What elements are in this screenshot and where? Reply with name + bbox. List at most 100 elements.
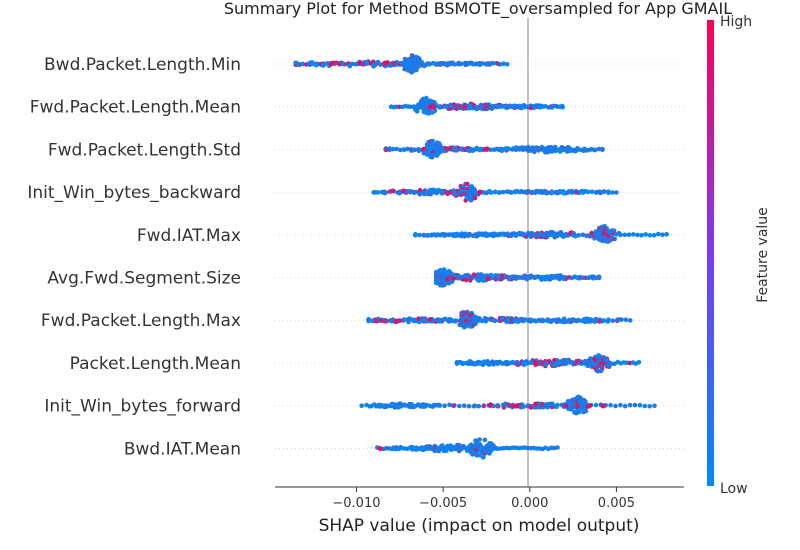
shap-point xyxy=(460,444,466,450)
shap-point xyxy=(610,190,615,195)
shap-point xyxy=(581,407,586,413)
shap-point xyxy=(387,146,392,151)
feature-label: Packet.Length.Mean xyxy=(70,354,241,374)
shap-point xyxy=(528,231,533,237)
shap-point xyxy=(628,318,633,323)
shap-point xyxy=(457,322,463,328)
shap-point xyxy=(467,359,472,364)
shap-point xyxy=(421,319,426,324)
shap-point xyxy=(375,60,380,66)
shap-point xyxy=(538,189,543,194)
shap-point xyxy=(517,145,522,151)
shap-point xyxy=(566,398,571,404)
shap-point xyxy=(519,275,524,280)
shap-point xyxy=(496,274,501,280)
shap-point xyxy=(485,359,490,364)
feature-label: Fwd.Packet.Length.Std xyxy=(48,140,241,160)
shap-point xyxy=(446,232,451,237)
shap-point xyxy=(630,232,636,237)
shap-point xyxy=(409,53,415,58)
shap-point xyxy=(503,361,508,366)
shap-point xyxy=(465,448,470,454)
x-tick-label: −0.010 xyxy=(332,496,380,511)
x-axis-ticks: −0.010 −0.005 0.000 0.005 xyxy=(332,487,635,511)
shap-point xyxy=(552,318,558,323)
shap-point xyxy=(534,233,539,238)
shap-point xyxy=(616,230,622,236)
shap-point xyxy=(482,437,488,443)
shap-point xyxy=(601,237,606,242)
shap-point xyxy=(416,148,422,153)
shap-point xyxy=(469,450,474,456)
shap-point xyxy=(606,190,611,196)
shap-point xyxy=(391,61,397,66)
shap-point xyxy=(433,61,438,67)
shap-point xyxy=(484,190,489,196)
shap-point xyxy=(458,360,463,365)
shap-point xyxy=(328,62,334,67)
feature-label: Fwd.Packet.Length.Mean xyxy=(30,98,241,118)
shap-point xyxy=(596,274,602,280)
feature-row-points xyxy=(413,223,669,244)
shap-point xyxy=(469,318,474,324)
shap-point xyxy=(501,61,507,66)
shap-point xyxy=(577,274,583,280)
shap-point xyxy=(407,189,413,194)
shap-point xyxy=(421,191,427,196)
shap-point xyxy=(588,147,594,152)
shap-point xyxy=(561,190,567,196)
shap-point xyxy=(391,446,396,451)
shap-point xyxy=(553,190,558,195)
shap-point xyxy=(439,145,444,151)
shap-point xyxy=(600,403,606,409)
shap-point xyxy=(372,402,377,407)
shap-point xyxy=(533,360,539,366)
shap-point xyxy=(471,272,477,278)
shap-point xyxy=(468,446,474,451)
shap-point xyxy=(596,146,602,152)
shap-point xyxy=(399,60,405,66)
shap-point xyxy=(521,317,526,322)
shap-point xyxy=(494,104,499,110)
row-guides xyxy=(275,63,684,449)
shap-point xyxy=(598,368,604,374)
shap-point xyxy=(440,231,446,237)
shap-point xyxy=(408,60,414,66)
shap-point xyxy=(601,189,607,194)
shap-point xyxy=(450,446,456,451)
shap-point xyxy=(520,403,526,409)
shap-point xyxy=(481,403,487,409)
shap-point xyxy=(459,310,464,316)
shap-point xyxy=(567,146,573,151)
shap-point xyxy=(460,318,466,323)
colorbar-high-label: High xyxy=(720,14,752,30)
shap-point xyxy=(457,403,462,409)
shap-point xyxy=(600,357,605,362)
shap-point xyxy=(596,319,602,324)
shap-points xyxy=(293,53,669,460)
shap-point xyxy=(608,402,613,408)
shap-point xyxy=(517,103,523,109)
shap-point xyxy=(552,357,557,363)
shap-point xyxy=(402,403,407,408)
shap-point xyxy=(475,272,481,277)
shap-point xyxy=(490,359,495,365)
shap-point xyxy=(600,361,605,366)
shap-point xyxy=(568,319,574,325)
shap-point xyxy=(607,361,612,366)
shap-point xyxy=(464,314,469,320)
shap-point xyxy=(401,317,407,322)
shap-point xyxy=(473,439,479,444)
shap-point xyxy=(502,232,507,238)
shap-point xyxy=(421,150,427,156)
shap-point xyxy=(560,146,565,151)
shap-point xyxy=(515,359,520,365)
shap-point xyxy=(310,60,315,65)
shap-point xyxy=(539,401,545,407)
feature-row-points xyxy=(388,95,565,116)
shap-point xyxy=(476,231,481,236)
x-tick-label: 0.005 xyxy=(598,496,635,511)
shap-point xyxy=(425,61,430,66)
shap-point xyxy=(450,60,456,65)
